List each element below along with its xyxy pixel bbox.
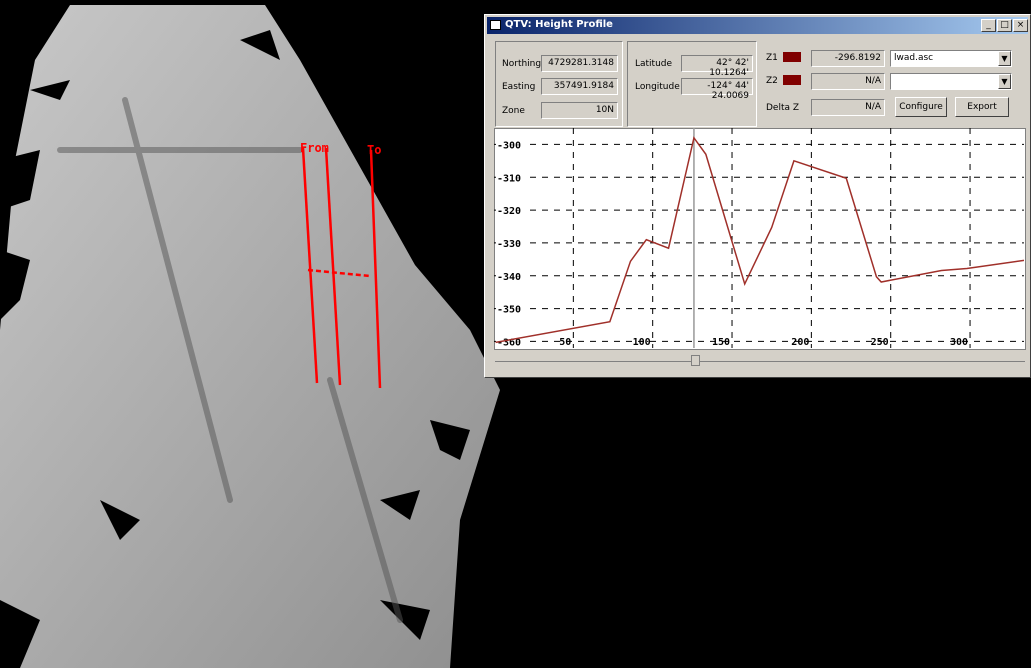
dropdown-arrow[interactable]: ▼ (998, 51, 1011, 66)
slider-track (495, 361, 1025, 362)
maximize-button[interactable]: □ (997, 19, 1012, 32)
y-tick-label: -340 (497, 272, 521, 283)
from-label: From (300, 141, 329, 155)
z2-field: N/A (811, 73, 885, 90)
y-tick-label: -320 (497, 206, 521, 217)
window-title: QTV: Height Profile (505, 19, 613, 30)
x-tick-label: 200 (791, 337, 809, 348)
easting-field: 357491.9184 (541, 78, 618, 95)
configure-button[interactable]: Configure (895, 97, 947, 117)
file-dropdown[interactable]: lwad.asc (890, 50, 1012, 67)
y-tick-label: -330 (497, 239, 521, 250)
close-button[interactable]: × (1013, 19, 1028, 32)
minimize-button[interactable]: _ (981, 19, 996, 32)
file2-dropdown[interactable] (890, 73, 1012, 90)
z1-label: Z1 (766, 53, 778, 63)
to-label: To (367, 143, 381, 157)
title-bar: QTV: Height Profile _ □ × (487, 17, 1028, 34)
latitude-label: Latitude (635, 59, 672, 69)
y-tick-label: -350 (497, 305, 521, 316)
profile-line (496, 138, 1024, 343)
northing-field: 4729281.3148 (541, 55, 618, 72)
x-tick-label: 300 (950, 337, 968, 348)
dropdown2-arrow[interactable]: ▼ (998, 74, 1011, 89)
deltaz-field: N/A (811, 99, 885, 116)
x-tick-label: 250 (871, 337, 889, 348)
slider-thumb[interactable] (691, 355, 700, 366)
window-icon (490, 20, 501, 30)
longitude-field: -124° 44' 24.0069 (681, 78, 753, 95)
easting-label: Easting (502, 82, 535, 92)
longitude-label: Longitude (635, 82, 680, 92)
latitude-field: 42° 42' 10.1264' (681, 55, 753, 72)
page: body{margin:0;width:1031px;height:668px;… (0, 0, 1031, 668)
x-tick-label: 50 (559, 337, 571, 348)
screen: {"terrain":{"from_label":"From","to_labe… (0, 0, 1031, 668)
z1-swatch (783, 52, 801, 62)
terrain-surface (0, 5, 500, 668)
northing-label: Northing (502, 59, 541, 69)
z1-field: -296.8192 (811, 50, 885, 67)
x-tick-label: 150 (712, 337, 730, 348)
y-tick-label: -310 (497, 173, 521, 184)
x-tick-label: 100 (633, 337, 651, 348)
zone-label: Zone (502, 106, 525, 116)
y-tick-label: -300 (497, 140, 521, 151)
zone-field: 10N (541, 102, 618, 119)
export-button[interactable]: Export (955, 97, 1009, 117)
z2-label: Z2 (766, 76, 778, 86)
deltaz-label: Delta Z (766, 103, 799, 113)
z2-swatch (783, 75, 801, 85)
